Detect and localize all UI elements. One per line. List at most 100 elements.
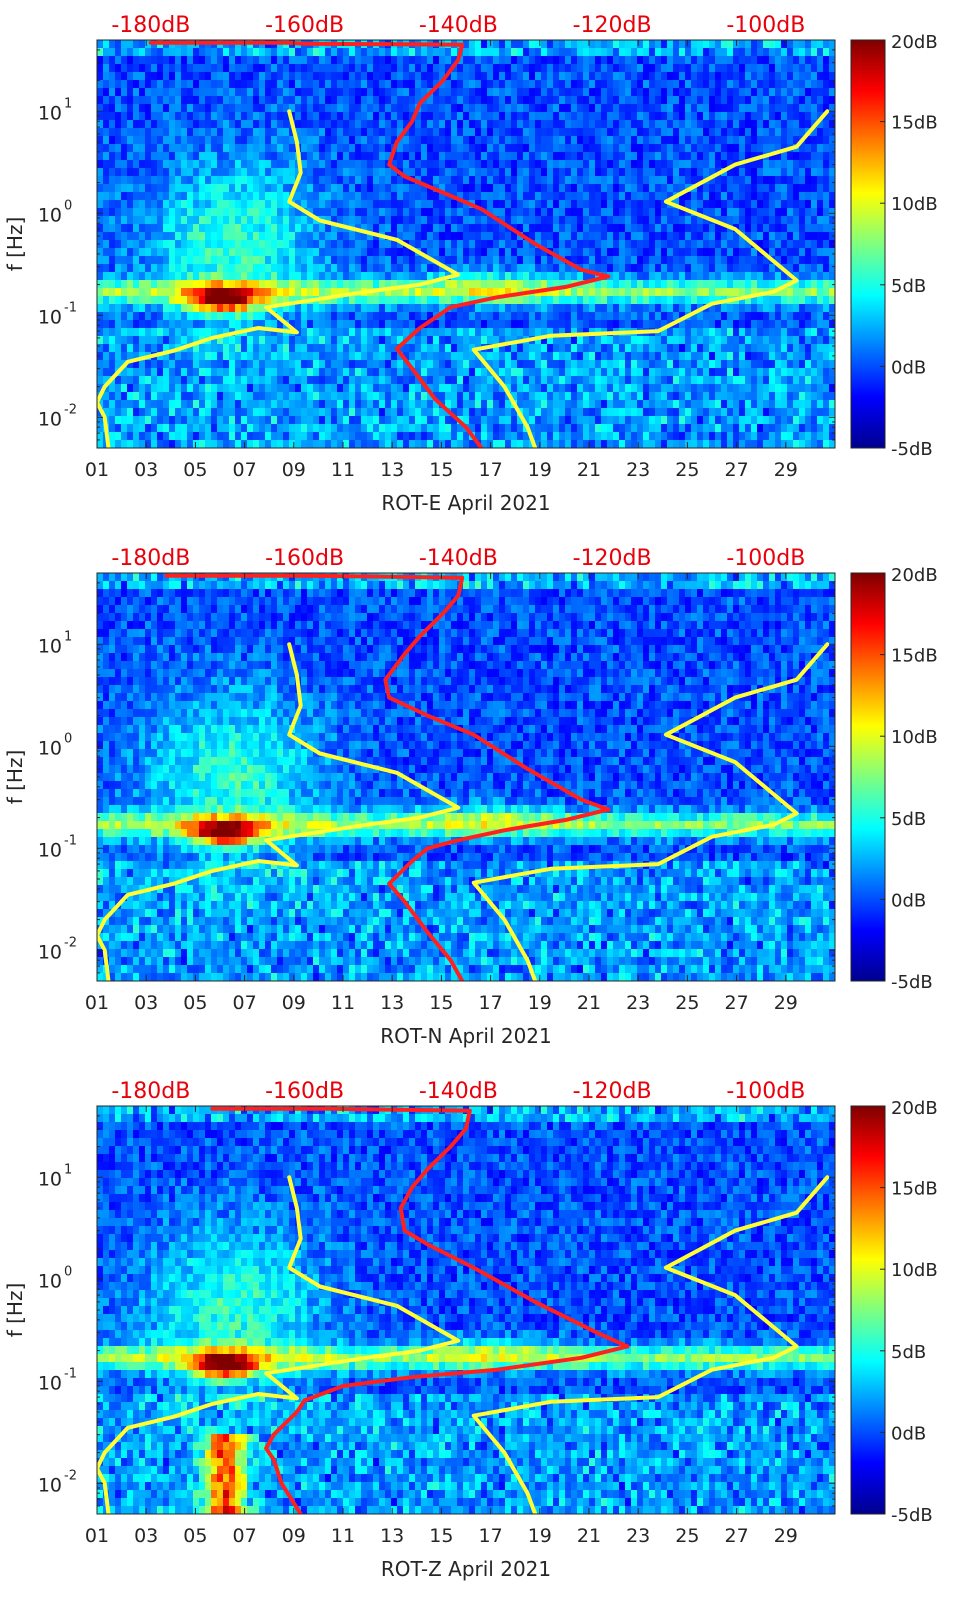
- spectrogram-cell: [601, 376, 608, 385]
- spectrogram-cell: [283, 232, 290, 241]
- spectrogram-cell: [469, 112, 476, 121]
- spectrogram-cell: [361, 104, 368, 113]
- spectrogram-cell: [553, 368, 560, 377]
- spectrogram-cell: [235, 216, 242, 225]
- spectrogram-cell: [673, 40, 680, 49]
- spectrogram-cell: [541, 152, 548, 161]
- spectrogram-cell: [193, 400, 200, 409]
- spectrogram-cell: [517, 64, 524, 73]
- spectrogram-cell: [307, 312, 314, 321]
- spectrogram-cell: [367, 320, 374, 329]
- spectrogram-cell: [535, 360, 542, 369]
- spectrogram-cell: [217, 336, 224, 345]
- spectrogram-cell: [295, 200, 302, 209]
- spectrogram-cell: [613, 184, 620, 193]
- spectrogram-cell: [595, 144, 602, 153]
- spectrogram-cell: [313, 392, 320, 401]
- spectrogram-cell: [295, 112, 302, 121]
- spectrogram-cell: [331, 400, 338, 409]
- spectrogram-cell: [583, 224, 590, 233]
- spectrogram-cell: [337, 288, 344, 297]
- spectrogram-cell: [199, 384, 206, 393]
- spectrogram-cell: [337, 48, 344, 57]
- spectrogram-cell: [181, 152, 188, 161]
- spectrogram-cell: [169, 312, 176, 321]
- spectrogram-cell: [139, 376, 146, 385]
- spectrogram-cell: [565, 40, 572, 49]
- spectrogram-cell: [373, 64, 380, 73]
- spectrogram-cell: [139, 64, 146, 73]
- spectrogram-cell: [499, 168, 506, 177]
- spectrogram-cell: [649, 368, 656, 377]
- spectrogram-cell: [121, 200, 128, 209]
- spectrogram-cell: [493, 160, 500, 169]
- spectrogram-cell: [313, 360, 320, 369]
- spectrogram-cell: [133, 216, 140, 225]
- spectrogram-cell: [505, 416, 512, 425]
- spectrogram-cell: [499, 128, 506, 137]
- spectrogram-cell: [211, 328, 218, 337]
- spectrogram-cell: [283, 408, 290, 417]
- spectrogram-cell: [607, 360, 614, 369]
- spectrogram-cell: [661, 296, 668, 305]
- spectrogram-cell: [271, 56, 278, 65]
- spectrogram-cell: [481, 192, 488, 201]
- spectrogram-cell: [121, 376, 128, 385]
- spectrogram-cell: [127, 168, 134, 177]
- spectrogram-cell: [451, 336, 458, 345]
- spectrogram-cell: [307, 248, 314, 257]
- spectrogram-cell: [433, 168, 440, 177]
- spectrogram-cell: [241, 424, 248, 433]
- spectrogram-cell: [649, 224, 656, 233]
- spectrogram-cell: [529, 296, 536, 305]
- spectrogram-cell: [175, 400, 182, 409]
- spectrogram-cell: [427, 432, 434, 441]
- spectrogram-cell: [643, 192, 650, 201]
- spectrogram-cell: [559, 128, 566, 137]
- spectrogram-cell: [595, 416, 602, 425]
- spectrogram-cell: [133, 328, 140, 337]
- spectrogram-cell: [175, 392, 182, 401]
- spectrogram-cell: [415, 408, 422, 417]
- spectrogram-cell: [163, 336, 170, 345]
- spectrogram-cell: [571, 296, 578, 305]
- spectrogram-cell: [121, 368, 128, 377]
- spectrogram-cell: [325, 392, 332, 401]
- spectrogram-cell: [373, 392, 380, 401]
- spectrogram-cell: [199, 168, 206, 177]
- spectrogram-cell: [661, 56, 668, 65]
- spectrogram-cell: [535, 304, 542, 313]
- spectrogram-cell: [583, 304, 590, 313]
- spectrogram-cell: [481, 120, 488, 129]
- spectrogram-cell: [499, 56, 506, 65]
- spectrogram-cell: [265, 232, 272, 241]
- spectrogram-cell: [193, 80, 200, 89]
- spectrogram-cell: [625, 248, 632, 257]
- spectrogram-cell: [265, 128, 272, 137]
- spectrogram-cell: [547, 328, 554, 337]
- spectrogram-cell: [535, 168, 542, 177]
- spectrogram-cell: [163, 256, 170, 265]
- spectrogram-cell: [595, 40, 602, 49]
- spectrogram-cell: [271, 320, 278, 329]
- spectrogram-cell: [637, 392, 644, 401]
- spectrogram-cell: [445, 224, 452, 233]
- spectrogram-cell: [175, 312, 182, 321]
- spectrogram-cell: [511, 432, 518, 441]
- spectrogram-cell: [373, 112, 380, 121]
- spectrogram-cell: [427, 112, 434, 121]
- spectrogram-cell: [643, 344, 650, 353]
- spectrogram-cell: [241, 288, 248, 297]
- spectrogram-cell: [619, 216, 626, 225]
- spectrogram-cell: [511, 200, 518, 209]
- spectrogram-cell: [667, 40, 674, 49]
- spectrogram-cell: [679, 80, 686, 89]
- spectrogram-cell: [535, 440, 542, 448]
- spectrogram-cell: [307, 416, 314, 425]
- spectrogram-cell: [631, 272, 638, 281]
- spectrogram-cell: [139, 384, 146, 393]
- spectrogram-cell: [463, 192, 470, 201]
- spectrogram-cell: [553, 208, 560, 217]
- spectrogram-cell: [667, 312, 674, 321]
- spectrogram-cell: [283, 64, 290, 73]
